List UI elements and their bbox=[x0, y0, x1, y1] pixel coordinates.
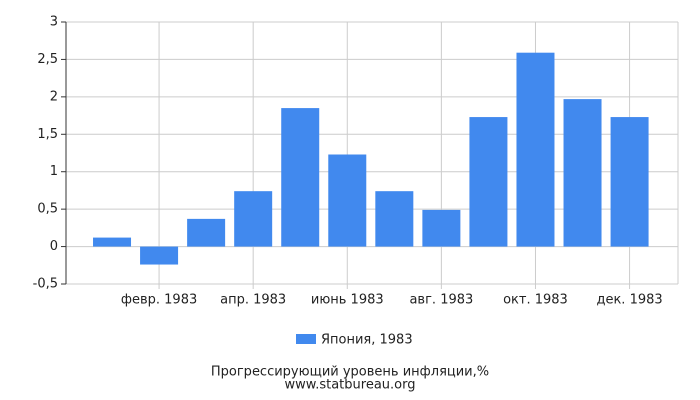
chart-title: Прогрессирующий уровень инфляции,% bbox=[211, 365, 489, 380]
bar bbox=[328, 154, 367, 247]
x-tick-label: февр. 1983 bbox=[121, 293, 197, 308]
y-tick-label: 2,5 bbox=[37, 52, 58, 67]
bar bbox=[469, 117, 508, 247]
x-tick-label: дек. 1983 bbox=[596, 293, 662, 308]
y-tick-label: 1,5 bbox=[37, 127, 58, 142]
y-tick-label: 0 bbox=[50, 239, 58, 254]
bar bbox=[187, 218, 226, 247]
legend-label: Япония, 1983 bbox=[321, 333, 413, 348]
y-tick-label: 2 bbox=[50, 89, 58, 104]
y-tick-label: 1 bbox=[50, 164, 58, 179]
x-tick-label: июнь 1983 bbox=[311, 293, 384, 308]
source: www.statbureau.org bbox=[285, 378, 416, 393]
y-tick-label: 0,5 bbox=[37, 202, 58, 217]
bar bbox=[375, 191, 414, 247]
bar bbox=[610, 117, 649, 247]
legend-swatch bbox=[296, 334, 316, 344]
bar bbox=[140, 246, 179, 265]
bar bbox=[234, 191, 273, 247]
x-tick-label: апр. 1983 bbox=[220, 293, 286, 308]
bar bbox=[563, 99, 602, 247]
y-tick-label: 3 bbox=[50, 15, 58, 30]
x-tick-label: авг. 1983 bbox=[409, 293, 473, 308]
y-tick-label: -0,5 bbox=[33, 277, 58, 292]
bar bbox=[93, 237, 132, 247]
x-tick-label: окт. 1983 bbox=[503, 293, 568, 308]
bar bbox=[516, 52, 555, 247]
bar bbox=[281, 108, 320, 247]
bar bbox=[422, 209, 461, 247]
